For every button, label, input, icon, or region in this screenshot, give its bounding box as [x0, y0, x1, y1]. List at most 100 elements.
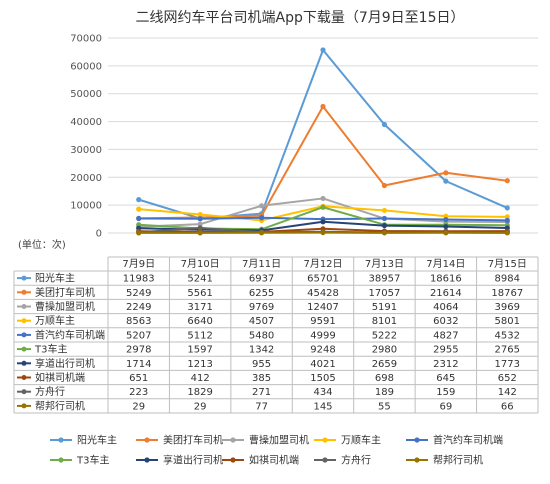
data-point — [136, 197, 142, 203]
table-cell-value: 1773 — [495, 359, 520, 370]
table-cell-value: 29 — [194, 401, 207, 412]
table-series-marker — [21, 275, 27, 281]
data-point — [381, 230, 388, 236]
legend-marker — [230, 437, 236, 443]
table-cell-value: 1829 — [187, 387, 212, 398]
legend-marker — [144, 437, 150, 443]
table-cell-value: 1213 — [187, 359, 212, 370]
x-tick-label: 7月13日 — [365, 258, 404, 270]
table-cell-value: 8101 — [372, 316, 397, 327]
table-cell-value: 2249 — [126, 302, 151, 313]
table-cell-value: 223 — [129, 387, 148, 398]
x-tick-label: 7月15日 — [488, 258, 527, 270]
data-point — [504, 217, 510, 223]
table-series-name: 首汽约车司机端 — [35, 328, 105, 341]
data-point — [136, 230, 142, 236]
table-series-name: 方舟行 — [35, 385, 65, 398]
table-cell-value: 2955 — [433, 345, 458, 356]
table-cell-value: 21614 — [430, 288, 462, 299]
y-tick-label: 70000 — [70, 34, 102, 45]
table-cell-value: 11983 — [123, 274, 155, 285]
table-series-name: 如祺司机端 — [35, 371, 85, 384]
legend-marker — [414, 437, 420, 443]
table-series-name: 万顺车主 — [35, 314, 75, 327]
data-point — [320, 195, 326, 202]
table-series-name: 享道出行司机 — [35, 357, 95, 370]
table-cell-value: 18616 — [430, 274, 462, 285]
table-cell-value: 385 — [252, 373, 271, 384]
table-cell-value: 1714 — [126, 359, 151, 370]
series-line — [138, 48, 508, 220]
legend-marker — [322, 437, 328, 443]
table-cell-value: 55 — [378, 401, 391, 412]
table-cell-value: 142 — [498, 387, 517, 398]
table-cell-value: 17057 — [369, 288, 401, 299]
legend-label: 享道出行司机 — [163, 454, 223, 467]
table-series-marker — [21, 375, 27, 380]
data-point — [381, 207, 388, 214]
table-series-marker — [21, 389, 27, 395]
data-point — [320, 47, 326, 53]
table-series-marker — [21, 403, 27, 409]
data-point — [320, 229, 326, 236]
table-cell-value: 8984 — [495, 274, 520, 285]
table-cell-value: 5222 — [372, 330, 397, 341]
data-point — [136, 215, 142, 222]
table-series-marker — [21, 289, 27, 295]
legend-label: 方舟行 — [341, 454, 371, 467]
legend-label: T3车主 — [76, 454, 109, 467]
table-cell-value: 5480 — [249, 330, 274, 341]
unit-label: (单位：次) — [18, 238, 66, 251]
table-series-name: 美团打车司机 — [35, 286, 95, 299]
table-cell-value: 698 — [375, 373, 394, 384]
data-point — [258, 203, 265, 209]
data-point — [443, 178, 449, 184]
table-series-name: 帮邦行司机 — [35, 399, 85, 412]
table-series-marker — [21, 304, 27, 309]
table-cell-value: 66 — [501, 401, 514, 412]
legend-marker — [58, 457, 64, 463]
table-cell-value: 5249 — [126, 288, 151, 299]
y-tick-label: 50000 — [70, 89, 102, 100]
table-cell-value: 6640 — [187, 316, 212, 327]
table-cell-value: 3969 — [495, 302, 520, 313]
table-series-marker — [21, 346, 27, 352]
table-cell-value: 65701 — [307, 274, 339, 285]
data-point — [443, 170, 449, 176]
legend-label: 万顺车主 — [341, 434, 381, 447]
data-point — [443, 216, 449, 223]
data-point — [258, 215, 265, 221]
table-cell-value: 271 — [252, 387, 271, 398]
data-point — [381, 222, 388, 229]
table-cell-value: 3171 — [187, 302, 212, 313]
data-point — [197, 211, 203, 218]
table-series-marker — [21, 360, 27, 366]
table-cell-value: 412 — [191, 373, 210, 384]
legend-marker — [58, 437, 64, 443]
table-cell-value: 4021 — [310, 359, 335, 370]
data-point — [258, 230, 265, 236]
table-cell-value: 189 — [375, 387, 394, 398]
y-tick-label: 10000 — [70, 201, 102, 212]
legend-label: 曹操加盟司机 — [249, 434, 309, 447]
table-cell-value: 5112 — [187, 330, 212, 341]
data-point — [504, 230, 510, 236]
y-tick-label: 20000 — [70, 173, 102, 184]
table-cell-value: 1597 — [187, 345, 212, 356]
data-point — [381, 121, 388, 128]
table-cell-value: 2978 — [126, 345, 151, 356]
table-cell-value: 29 — [132, 401, 145, 412]
table-cell-value: 38957 — [369, 274, 401, 285]
table-cell-value: 1505 — [310, 373, 335, 384]
y-tick-label: 30000 — [70, 145, 102, 156]
x-tick-label: 7月12日 — [303, 258, 342, 270]
table-cell-value: 8563 — [126, 316, 151, 327]
table-cell-value: 5801 — [495, 316, 520, 327]
table-cell-value: 45428 — [307, 288, 339, 299]
table-cell-value: 4827 — [433, 330, 458, 341]
table-cell-value: 4532 — [495, 330, 520, 341]
table-cell-value: 18767 — [491, 288, 523, 299]
legend-label: 帮邦行司机 — [433, 454, 483, 467]
table-cell-value: 9591 — [310, 316, 335, 327]
